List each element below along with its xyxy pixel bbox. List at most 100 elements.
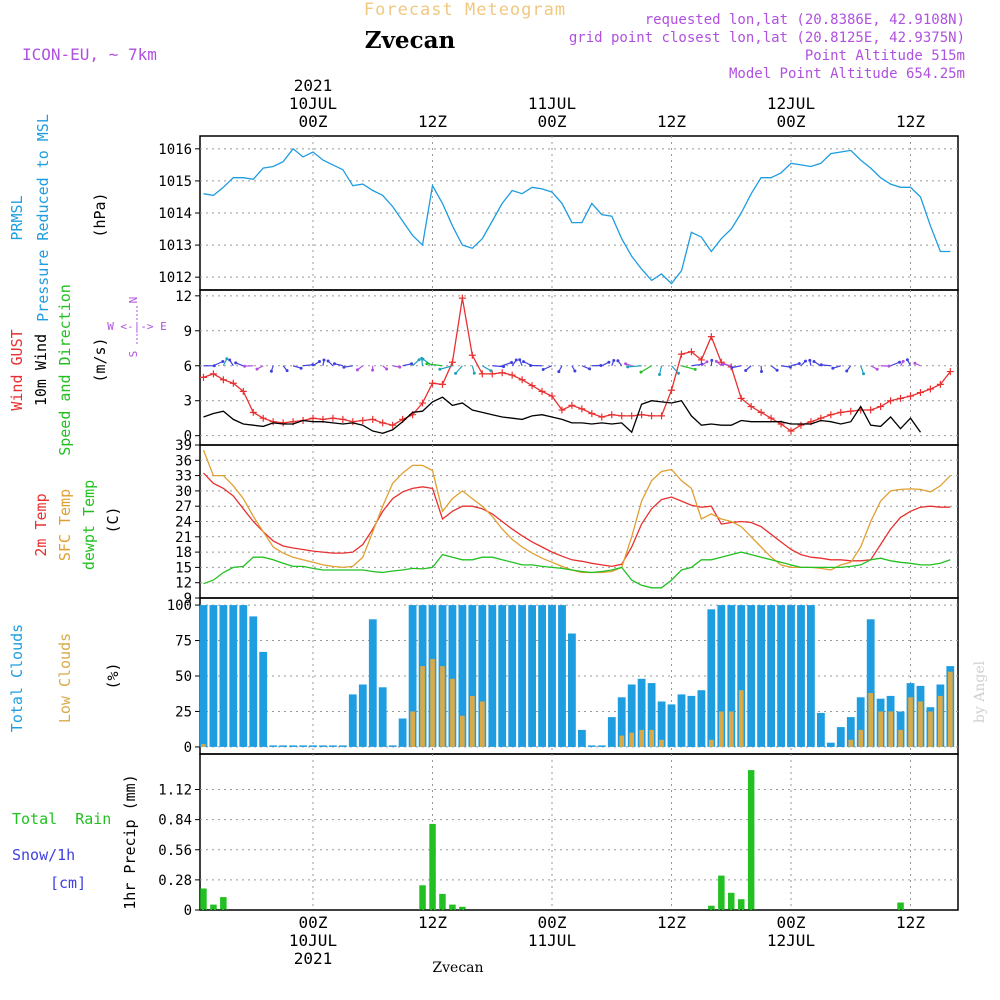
wind-gust-point (628, 412, 636, 420)
wind-direction-arrow (890, 361, 900, 367)
wind-arrow-head (710, 358, 714, 362)
wind-gust-point (926, 385, 934, 393)
wind-ytick-label: 3 (184, 394, 192, 410)
total-clouds-bar (587, 745, 596, 747)
total-clouds-bar (558, 605, 566, 747)
wind-arrow-head (677, 371, 680, 375)
total-clouds-bar (279, 745, 287, 747)
wind-ytick-label: 0 (184, 429, 192, 445)
wind-gust-point (458, 294, 466, 302)
wind-arrow-head (255, 367, 259, 371)
wind-direction-arrow (213, 360, 224, 367)
precip-ytick-label: 0.28 (158, 873, 192, 889)
wind-gust-point (429, 379, 436, 387)
total-clouds-bar (568, 633, 576, 747)
wind-direction-arrow (780, 365, 791, 368)
total-clouds-bar (269, 745, 278, 747)
wind-gust-line (203, 298, 951, 432)
wind-gust-point (578, 405, 586, 413)
wind-gust-point (508, 371, 516, 379)
wind-arrow-head (845, 369, 849, 373)
total-clouds-bar (299, 745, 307, 747)
wind-gust-point (518, 376, 526, 384)
wind-gust-point (329, 414, 337, 422)
total-clouds-bar (757, 605, 765, 747)
low-clouds-bar (629, 732, 634, 747)
low-clouds-bar (728, 711, 734, 747)
pressure-ytick-label: 1014 (158, 206, 192, 222)
temperature-labels: 2m Temp SFC Temp dewpt Temp (C) (32, 480, 122, 570)
wind-gust-point (638, 411, 646, 419)
temperature-ytick-label: 27 (175, 499, 192, 515)
wind-gust-point (827, 411, 835, 419)
low-clouds-bar (878, 711, 883, 747)
total-clouds-label: Total Clouds (8, 624, 26, 732)
total-clouds-bar (787, 605, 795, 747)
wind-arrow-head (234, 361, 238, 365)
wind-arrow-head (624, 362, 628, 366)
wind-arrow-head (797, 362, 801, 366)
wind-gust-point (209, 370, 217, 378)
wind-ytick-label: 12 (175, 289, 192, 305)
total-clouds-bar (538, 605, 546, 747)
wind-arrow-head (901, 359, 905, 363)
clouds-ytick-label: 25 (175, 704, 192, 720)
wind-arrow-head (808, 358, 812, 362)
footer-station: Zvecan (432, 960, 483, 976)
total-clouds-bar (378, 687, 387, 747)
wind-labels: Wind GUST 10m Wind Speed and Direction (… (8, 284, 167, 456)
wind-arrow-head (714, 359, 718, 363)
wind-gust-point (538, 387, 546, 395)
total-clouds-bar (408, 605, 417, 747)
bottom-tick-label: 12Z (896, 913, 925, 932)
wind-arrow-head (819, 363, 823, 367)
wind-direction-arrow (627, 365, 642, 368)
low-clouds-bar (440, 666, 445, 747)
snow-label: Snow/1h (12, 846, 75, 864)
top-tick-label: 10JUL (289, 94, 337, 113)
total-rain-bar (708, 905, 715, 910)
wind-gust-point (697, 356, 705, 364)
clouds-panel: 0 25 50 75 100 (167, 597, 959, 756)
wind-arrow-head (322, 358, 326, 362)
wind-arrow-head (410, 362, 414, 366)
total-clouds-bar (647, 683, 656, 747)
wind-gust-point (648, 412, 656, 420)
wind-gust-point (618, 412, 626, 420)
total-rain-bar (897, 902, 904, 910)
temperature-ytick-label: 33 (175, 469, 192, 485)
total-rain-bar (459, 906, 466, 910)
wind-gust-point (558, 406, 566, 414)
clouds-ytick-label: 100 (167, 598, 192, 614)
wind-arrow-head (333, 362, 336, 366)
total-clouds-bar (856, 697, 865, 747)
temp-unit: (C) (104, 506, 122, 533)
wind-arrow-head (804, 359, 807, 363)
wind-gust-point (687, 348, 695, 356)
wind-gust-point (588, 410, 596, 418)
total-clouds-bar (747, 605, 756, 747)
top-tick-label: 12JUL (767, 94, 815, 113)
total-clouds-bar (707, 609, 716, 747)
wind-direction-arrow (302, 364, 313, 367)
wind-gust-point (907, 392, 914, 400)
wind-arrow-head (269, 369, 273, 373)
wind-arrow-head (371, 368, 375, 372)
bottom-tick-label: 11JUL (528, 931, 576, 950)
total-clouds-bar (627, 684, 636, 747)
wind-arrow-head (541, 368, 545, 371)
total-rain-bar (429, 823, 436, 910)
total-clouds-bar (866, 619, 875, 747)
top-tick-label: 00Z (777, 112, 806, 131)
total-clouds-bar (209, 605, 218, 747)
wind-arrow-head (355, 368, 359, 372)
total-rain-bar (439, 893, 446, 910)
wind-arrow-head (626, 365, 630, 369)
total-clouds-bar (289, 745, 297, 747)
wind-arrow-head (639, 370, 643, 374)
grid-point-coords: grid point closest lon,lat (20.8125E, 42… (569, 30, 965, 46)
total-clouds-bar (498, 605, 507, 747)
wind-gust-point (448, 358, 456, 366)
